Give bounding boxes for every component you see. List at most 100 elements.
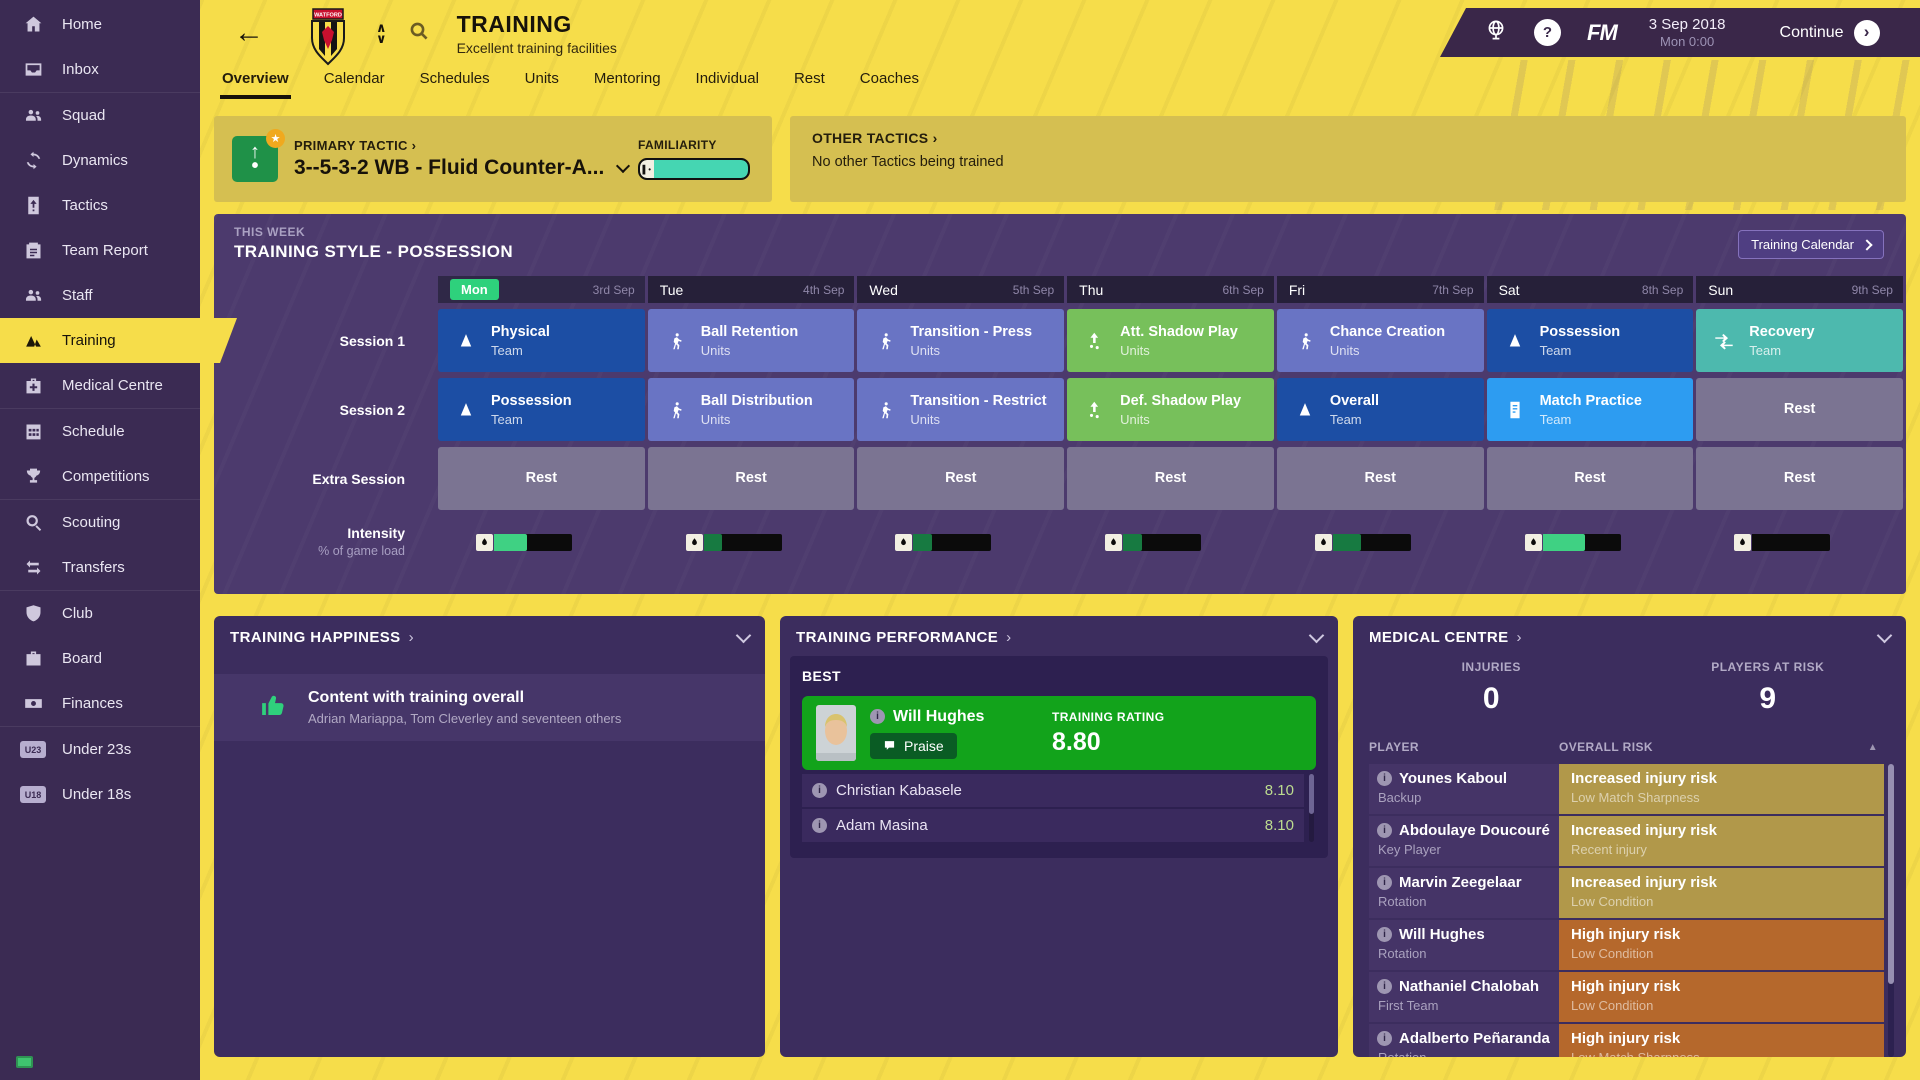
sidebar-item-under-18s[interactable]: U18 Under 18s — [0, 772, 200, 817]
medical-row-younes-kaboul[interactable]: i Younes Kaboul Backup Increased injury ris… — [1369, 764, 1884, 814]
sidebar-item-squad[interactable]: Squad — [0, 92, 200, 138]
collapse-chevron-icon[interactable] — [1308, 627, 1325, 644]
sidebar-item-inbox[interactable]: Inbox — [0, 47, 200, 92]
session-cell-transition-press-wed[interactable]: Transition - Press Units — [857, 309, 1065, 372]
best-player-card[interactable]: i Will Hughes Praise TRAINING RATING 8.80 — [802, 696, 1316, 770]
continue-button[interactable]: Continue › — [1780, 19, 1880, 46]
sidebar-item-tactics[interactable]: Tactics — [0, 183, 200, 228]
session-cell-possession-sat[interactable]: Possession Team — [1486, 309, 1694, 372]
session-cell-rest-tue[interactable]: Rest — [647, 447, 855, 510]
performance-row-adam-masina[interactable]: i Adam Masina 8.10 — [802, 809, 1304, 844]
info-icon[interactable]: i — [1377, 927, 1392, 942]
session-cell-def-shadow-play-thu[interactable]: Def. Shadow Play Units — [1067, 378, 1274, 441]
training-calendar-button[interactable]: Training Calendar — [1738, 230, 1884, 259]
sidebar-item-board[interactable]: Board — [0, 636, 200, 681]
session-cell-rest-sun[interactable]: Rest — [1696, 378, 1903, 441]
sidebar-item-schedule[interactable]: Schedule — [0, 408, 200, 454]
sidebar-item-under-23s[interactable]: U23 Under 23s — [0, 726, 200, 772]
session-cell-rest-fri[interactable]: Rest — [1276, 447, 1484, 510]
scrollbar-thumb[interactable] — [1309, 774, 1314, 814]
medical-row-abdoulaye-doucour-[interactable]: i Abdoulaye Doucouré Key Player Increased i… — [1369, 816, 1884, 866]
session-cell-possession-mon[interactable]: Possession Team — [438, 378, 645, 441]
session-cell-rest-wed[interactable]: Rest — [857, 447, 1065, 510]
session-cell-rest-thu[interactable]: Rest — [1067, 447, 1274, 510]
praise-button[interactable]: Praise — [870, 732, 957, 759]
week-corner — [214, 276, 435, 303]
tab-units[interactable]: Units — [524, 70, 559, 87]
session-cell-rest-sun[interactable]: Rest — [1696, 447, 1903, 510]
sidebar-item-medical-centre[interactable]: Medical Centre — [0, 363, 200, 408]
training-performance-link[interactable]: TRAINING PERFORMANCE › — [796, 629, 1012, 646]
info-icon[interactable]: i — [1377, 979, 1392, 994]
info-icon[interactable]: i — [1377, 1031, 1392, 1046]
screen-cycle-chevrons[interactable]: ∧ ∨ — [376, 20, 387, 46]
sidebar-item-scouting[interactable]: Scouting — [0, 499, 200, 545]
day-date: 6th Sep — [1222, 282, 1264, 297]
chevron-up-icon[interactable]: ∧ — [376, 20, 387, 35]
sidebar-item-team-report[interactable]: Team Report — [0, 228, 200, 273]
other-tactics-link[interactable]: OTHER TACTICS › — [812, 130, 938, 146]
medical-row-will-hughes[interactable]: i Will Hughes Rotation High injury risk Low … — [1369, 920, 1884, 970]
sidebar-item-transfers[interactable]: Transfers — [0, 545, 200, 590]
session-cell-ball-distribution-tue[interactable]: Ball Distribution Units — [647, 378, 855, 441]
tab-schedules[interactable]: Schedules — [419, 70, 490, 87]
session-cell-transition-restrict-wed[interactable]: Transition - Restrict Units — [857, 378, 1065, 441]
session-cell-overall-fri[interactable]: Overall Team — [1276, 378, 1484, 441]
info-icon[interactable]: i — [1377, 771, 1392, 786]
tab-calendar[interactable]: Calendar — [323, 70, 385, 87]
world-globe-icon[interactable] — [1484, 18, 1508, 47]
day-name: Sat — [1498, 281, 1520, 298]
scrollbar-thumb[interactable] — [1888, 764, 1894, 984]
scrollbar[interactable] — [1309, 774, 1314, 842]
info-icon[interactable]: i — [870, 709, 885, 724]
tab-individual[interactable]: Individual — [695, 70, 759, 87]
watford-club-crest[interactable]: WATFORD — [306, 8, 350, 66]
session-cell-ball-retention-tue[interactable]: Ball Retention Units — [647, 309, 855, 372]
info-icon[interactable]: i — [812, 783, 827, 798]
session-cell-att-shadow-play-thu[interactable]: Att. Shadow Play Units — [1067, 309, 1274, 372]
other-tactics-text: No other Tactics being trained — [812, 154, 1004, 170]
medical-row-marvin-zeegelaar[interactable]: i Marvin Zeegelaar Rotation Increased injur… — [1369, 868, 1884, 918]
medical-row-nathaniel-chalobah[interactable]: i Nathaniel Chalobah First Team High injury… — [1369, 972, 1884, 1022]
session-cell-match-practice-sat[interactable]: Match Practice Team — [1486, 378, 1694, 441]
performance-row-christian-kabasele[interactable]: i Christian Kabasele 8.10 — [802, 774, 1304, 809]
scrollbar[interactable] — [1888, 764, 1894, 1057]
info-icon[interactable]: i — [1377, 823, 1392, 838]
collapse-chevron-icon[interactable] — [1876, 627, 1893, 644]
tab-rest[interactable]: Rest — [793, 70, 825, 87]
medical-centre-link[interactable]: MEDICAL CENTRE › — [1369, 629, 1522, 646]
session-cell-recovery-sun[interactable]: Recovery Team — [1696, 309, 1903, 372]
help-icon[interactable]: ? — [1534, 19, 1561, 46]
session-cell-rest-sat[interactable]: Rest — [1486, 447, 1694, 510]
sidebar-item-label: Inbox — [62, 61, 99, 78]
primary-tactic-link[interactable]: PRIMARY TACTIC › — [294, 138, 417, 153]
chevron-down-icon[interactable]: ∨ — [376, 31, 387, 46]
session-cell-chance-creation-fri[interactable]: Chance Creation Units — [1276, 309, 1484, 372]
tab-overview[interactable]: Overview — [220, 66, 291, 99]
sidebar-item-home[interactable]: Home — [0, 2, 200, 47]
collapse-chevron-icon[interactable] — [735, 627, 752, 644]
session-title: Chance Creation — [1329, 323, 1446, 340]
column-player[interactable]: PLAYER — [1369, 740, 1419, 754]
back-button[interactable]: ← — [234, 16, 264, 49]
sidebar-item-club[interactable]: Club — [0, 590, 200, 636]
info-icon[interactable]: i — [1377, 875, 1392, 890]
search-icon[interactable] — [407, 19, 431, 48]
info-icon[interactable]: i — [812, 818, 827, 833]
column-overall-risk[interactable]: OVERALL RISK — [1559, 740, 1653, 754]
session-cell-physical-mon[interactable]: Physical Team — [438, 309, 645, 372]
tab-coaches[interactable]: Coaches — [859, 70, 919, 87]
session-cell-rest-mon[interactable]: Rest — [438, 447, 645, 510]
tab-mentoring[interactable]: Mentoring — [593, 70, 661, 87]
sidebar-item-competitions[interactable]: Competitions — [0, 454, 200, 499]
sidebar-item-training[interactable]: Training — [0, 318, 237, 363]
sort-asc-icon[interactable]: ▲ — [1867, 741, 1878, 753]
training-happiness-link[interactable]: TRAINING HAPPINESS › — [230, 629, 414, 646]
medical-row-adalberto-pe-aranda[interactable]: i Adalberto Peñaranda Rotation High injury … — [1369, 1024, 1884, 1057]
sidebar-item-finances[interactable]: Finances — [0, 681, 200, 726]
sidebar-item-dynamics[interactable]: Dynamics — [0, 138, 200, 183]
day-date: 4th Sep — [803, 282, 845, 297]
primary-tactic-name-dropdown[interactable]: 3--5-3-2 WB - Fluid Counter-A... — [294, 156, 638, 180]
sidebar-item-staff[interactable]: Staff — [0, 273, 200, 318]
happiness-item[interactable]: Content with training overall Adrian Mar… — [214, 674, 765, 741]
